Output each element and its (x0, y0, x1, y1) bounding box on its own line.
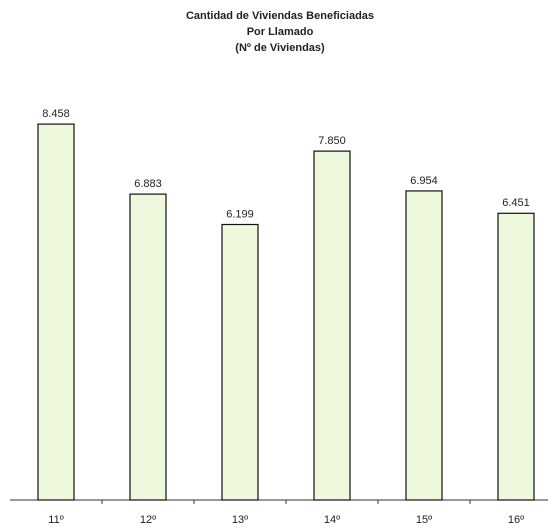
x-tick-label: 12º (140, 514, 156, 526)
bar (129, 193, 167, 501)
x-tick-label: 13º (232, 514, 248, 526)
data-label: 6.451 (502, 197, 530, 209)
bar (405, 190, 443, 501)
chart-title: Cantidad de Viviendas Beneficiadas (186, 10, 374, 22)
bar (497, 212, 535, 501)
bar (37, 123, 75, 501)
data-label: 6.199 (226, 208, 254, 220)
data-label: 6.954 (410, 175, 438, 187)
data-label: 7.850 (318, 135, 346, 147)
data-label: 8.458 (42, 108, 70, 120)
chart-title: (Nº de Viviendas) (235, 42, 325, 54)
data-label: 6.883 (134, 178, 162, 190)
bar (221, 223, 259, 501)
x-tick-label: 11º (48, 514, 63, 526)
x-tick-label: 16º (508, 514, 524, 526)
bar (313, 150, 351, 501)
x-tick-label: 15º (416, 514, 432, 526)
chart-title: Por Llamado (247, 26, 314, 38)
x-tick-label: 14º (324, 514, 340, 526)
